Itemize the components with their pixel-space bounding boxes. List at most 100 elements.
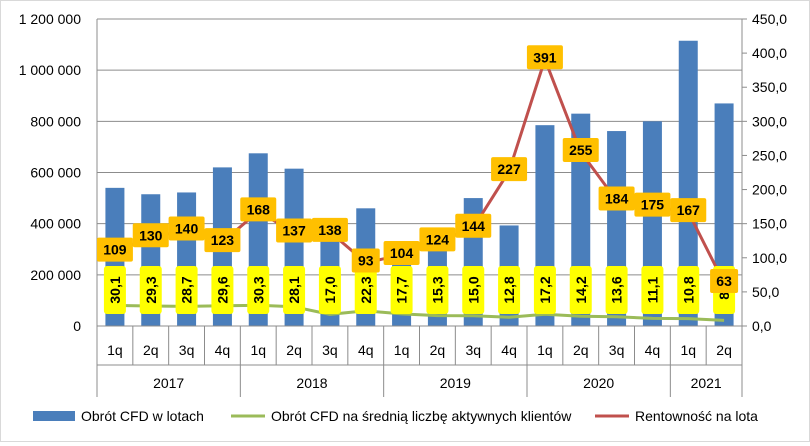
clients-label-text: 17,2 [537, 276, 553, 303]
profit-label-text: 138 [318, 222, 342, 238]
profit-label-bg [351, 248, 380, 273]
year-label: 2021 [691, 375, 722, 391]
data-labels: 30,1 29,3 28,7 29,6 30,3 28,1 17,0 22,3 17,7 15,3… [96, 45, 739, 314]
right-axis-tick-label: 150,0 [752, 216, 787, 232]
profit-label-text: 137 [282, 223, 306, 239]
right-axis-tick-label: 100,0 [752, 250, 787, 266]
category-label: 1q [107, 342, 123, 358]
profit-label-bg [491, 157, 528, 182]
clients-label-text: 30,1 [107, 276, 123, 303]
clients-data-label: 17,2 [533, 266, 556, 314]
year-label: 2018 [296, 375, 327, 391]
axes: 0 200 000 400 000 600 000 800 000 1 000 000 1 … [19, 11, 787, 397]
clients-label-text: 11,1 [644, 277, 660, 304]
right-axis-tick-label: 400,0 [752, 45, 787, 61]
year-label: 2020 [583, 375, 614, 391]
profit-label-text: 255 [569, 142, 593, 158]
category-label: 4q [501, 342, 517, 358]
line-clients [114, 303, 725, 322]
clients-data-label: 15,0 [462, 266, 485, 314]
clients-data-label: 17,7 [390, 266, 413, 314]
clients-data-label: 17,0 [318, 266, 341, 314]
category-label: 1q [680, 342, 696, 358]
bar [678, 40, 698, 326]
legend-label: Obrót CFD na średnią liczbę aktywnych kl… [271, 408, 572, 424]
clients-label-text: 22,3 [358, 276, 374, 303]
clients-data-label: 30,3 [247, 266, 270, 314]
clients-data-label: 29,3 [139, 266, 162, 314]
category-label: 1q [537, 342, 553, 358]
left-axis-tick-label: 200 000 [30, 267, 81, 283]
clients-label-text: 17,7 [394, 276, 410, 303]
clients-label-text: 30,3 [250, 276, 266, 303]
profit-label-bg [634, 192, 671, 217]
profit-label-text: 109 [103, 242, 127, 258]
right-axis-tick-label: 200,0 [752, 182, 787, 198]
profit-label-text: 175 [641, 197, 665, 213]
category-label: 3q [465, 342, 481, 358]
clients-label-bg [211, 266, 234, 314]
legend-label: Rentowność na lota [635, 408, 758, 424]
right-axis-tick-label: 450,0 [752, 11, 787, 27]
clients-label-bg [462, 266, 485, 314]
legend: Obrót CFD w lotach Obrót CFD na średnią l… [33, 408, 758, 424]
clients-label-bg [139, 266, 162, 314]
clients-label-text: 15,3 [429, 276, 445, 303]
clients-data-label: 22,3 [354, 266, 377, 314]
clients-label-bg [247, 266, 270, 314]
legend-label: Obrót CFD w lotach [81, 408, 204, 424]
clients-label-text: 29,6 [214, 276, 230, 303]
clients-label-bg [498, 266, 521, 314]
clients-label-text: 17,0 [322, 276, 338, 303]
clients-label-text: 28,7 [179, 276, 195, 303]
category-label: 2q [286, 342, 302, 358]
category-label: 1q [394, 342, 410, 358]
clients-data-label: 10,8 [677, 266, 700, 314]
right-axis-tick-label: 300,0 [752, 113, 787, 129]
profit-label-text: 184 [605, 190, 629, 206]
left-axis-tick-label: 0 [73, 318, 81, 334]
category-label: 3q [322, 342, 338, 358]
year-label: 2017 [153, 375, 184, 391]
clients-label-text: 10,8 [680, 276, 696, 303]
profit-label-text: 167 [677, 202, 701, 218]
clients-label-text: 14,2 [573, 276, 589, 303]
clients-label-text: 12,8 [501, 276, 517, 303]
category-label: 4q [358, 342, 374, 358]
category-label: 2q [716, 342, 732, 358]
profit-label-bg [419, 227, 456, 252]
clients-label-bg [103, 266, 126, 314]
clients-data-label: 30,1 [103, 266, 126, 314]
profit-label-bg [311, 217, 348, 242]
profit-label-bg [710, 269, 739, 294]
clients-label-text: 28,1 [286, 276, 302, 303]
right-axis-tick-label: 250,0 [752, 147, 787, 163]
clients-data-label: 12,8 [498, 266, 521, 314]
category-label: 3q [609, 342, 625, 358]
right-axis-tick-label: 350,0 [752, 79, 787, 95]
profit-label-bg [526, 45, 563, 70]
clients-label-bg [318, 266, 341, 314]
profit-label-bg [168, 216, 205, 241]
clients-label-bg [426, 266, 449, 314]
left-axis-tick-label: 800 000 [30, 113, 81, 129]
clients-label-bg [354, 266, 377, 314]
left-axis-tick-label: 400 000 [30, 216, 81, 232]
profit-label-text: 130 [139, 227, 163, 243]
profit-label-text: 227 [497, 161, 521, 177]
profit-label-bg [670, 198, 707, 223]
clients-data-label: 28,1 [283, 266, 306, 314]
category-label: 1q [250, 342, 266, 358]
left-axis-tick-label: 600 000 [30, 165, 81, 181]
profit-label-bg [276, 218, 313, 243]
clients-data-label: 11,1 [641, 266, 664, 314]
clients-label-bg [605, 266, 628, 314]
left-axis-tick-label: 1 200 000 [19, 11, 81, 27]
clients-label-bg [677, 266, 700, 314]
profit-label-text: 168 [247, 201, 271, 217]
profit-label-text: 63 [716, 273, 732, 289]
category-label: 4q [215, 342, 231, 358]
clients-data-label: 28,7 [175, 266, 198, 314]
